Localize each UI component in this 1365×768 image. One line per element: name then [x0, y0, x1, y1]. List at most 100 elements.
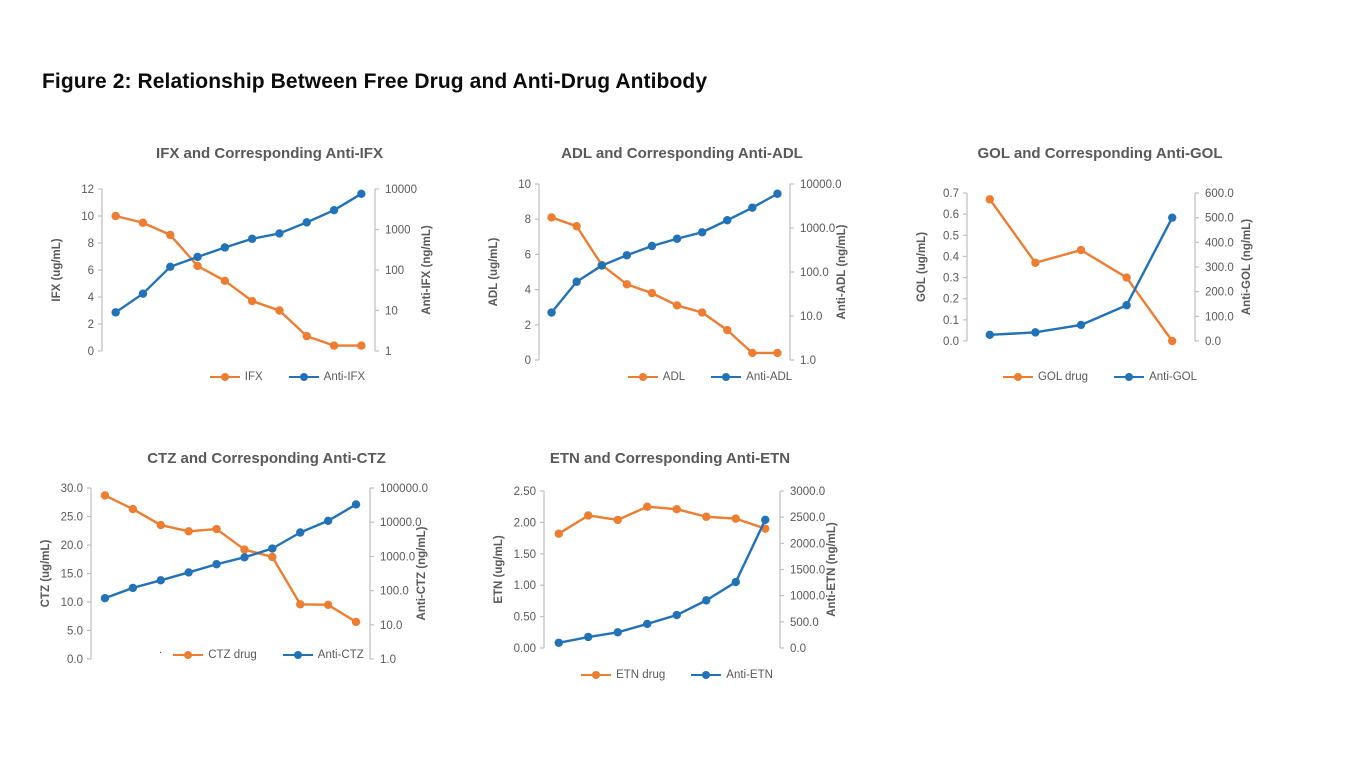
series-line: [551, 216, 778, 355]
series-etn-drug: [554, 502, 770, 538]
tick-label: 1000.0: [380, 551, 415, 563]
tick-label: 0.6: [943, 209, 959, 221]
data-point: [985, 330, 994, 340]
data-point: [985, 195, 994, 204]
adl-legend: ADL Anti-ADL: [510, 371, 910, 383]
data-point: [554, 529, 563, 538]
data-point: [100, 491, 110, 500]
series-ctz-drug: [100, 491, 361, 627]
chart-title-gol: GOL and Corresponding Anti-GOL: [977, 145, 1223, 162]
tick-label: 3000.0: [790, 486, 825, 498]
data-point: [329, 205, 339, 215]
data-point: [1122, 301, 1131, 310]
chart-title-ifx: IFX and Corresponding Anti-IFX: [156, 145, 383, 162]
chart-title-ctz: CTZ and Corresponding Anti-CTZ: [147, 450, 386, 467]
data-point: [613, 628, 622, 637]
antibody-line-marker-icon: [288, 373, 319, 381]
axis-label: Anti-CTZ (ng/mL): [416, 526, 428, 620]
legend-item-antibody: Anti-ADL: [711, 371, 792, 383]
data-point: [1076, 245, 1086, 255]
data-point: [731, 514, 740, 523]
right-axis: 10000.0 1000.0 100.0 10.0 1.0 Anti-ADL (ng/mL…: [789, 179, 848, 367]
series-gol-drug: [985, 195, 1177, 346]
tick-label: 100.0: [1205, 311, 1234, 323]
data-point: [351, 617, 361, 627]
left-axis: 0.7 0.6 0.5 0.4 0.3 0.2 0.1 0.0 GOL (ug/mL): [916, 188, 968, 348]
data-point: [748, 203, 757, 212]
data-point: [773, 348, 782, 358]
etn-legend: ETN drug Anti-ETN: [477, 669, 877, 681]
legend-label: ETN drug: [616, 669, 666, 681]
chart-ifx: IFX and Corresponding Anti-IFX 12 10 8 6 4 2 0…: [45, 143, 450, 398]
ctz-legend: CTZ drug Anti-CTZ: [66, 649, 471, 661]
data-point: [1168, 336, 1177, 346]
data-point: [100, 593, 110, 603]
tick-label: 100: [385, 265, 404, 277]
tick-label: 0.50: [514, 612, 536, 624]
series-anti-gol: [985, 213, 1177, 340]
gol-plot: 0.7 0.6 0.5 0.4 0.3 0.2 0.1 0.0 GOL (ug/mL) 600.0…: [916, 188, 1253, 348]
tick-label: 500.0: [790, 617, 819, 629]
legend-label: Anti-ADL: [746, 371, 793, 383]
tick-label: 0.1: [943, 315, 959, 327]
stray-period-mark: .: [159, 644, 163, 656]
tick-label: 0.0: [790, 643, 806, 655]
series-anti-ctz: [100, 500, 361, 603]
data-point: [622, 280, 632, 289]
ctz-plot: 30.0 25.0 20.0 15.0 10.0 5.0 0.0 CTZ (ug/mL) 100…: [40, 483, 428, 666]
tick-label: 10000.0: [380, 517, 422, 529]
data-point: [761, 515, 770, 524]
data-point: [731, 577, 740, 587]
tick-label: 0: [525, 355, 531, 367]
axis-label: Anti-ADL (ng/mL): [836, 224, 848, 319]
series-line: [114, 192, 362, 314]
series-anti-etn: [554, 515, 770, 647]
data-point: [156, 520, 165, 530]
data-point: [357, 189, 366, 199]
data-point: [723, 325, 732, 335]
data-point: [156, 576, 165, 585]
data-point: [672, 234, 682, 243]
data-point: [275, 306, 284, 315]
data-point: [351, 500, 361, 509]
data-point: [357, 341, 366, 350]
legend-item-antibody: Anti-GOL: [1114, 371, 1197, 383]
data-point: [572, 222, 581, 231]
series-line: [104, 503, 357, 600]
legend-item-drug: GOL drug: [1002, 371, 1088, 383]
chart-etn: ETN and Corresponding Anti-ETN 2.50 2.00 1…: [470, 448, 870, 708]
data-point: [302, 331, 311, 341]
data-point: [193, 261, 202, 271]
data-point: [212, 524, 221, 534]
legend-item-drug: CTZ drug: [173, 649, 257, 661]
tick-label: 8: [525, 214, 531, 226]
data-point: [323, 516, 333, 525]
tick-label: 10: [518, 179, 531, 191]
data-point: [111, 308, 120, 317]
tick-label: 10.0: [380, 620, 402, 632]
tick-label: 1: [385, 346, 391, 358]
data-point: [1168, 213, 1177, 222]
tick-label: 100000.0: [380, 483, 428, 495]
gol-legend: GOL drug Anti-GOL: [900, 371, 1300, 383]
data-point: [723, 216, 732, 225]
legend-label: Anti-ETN: [726, 669, 773, 681]
data-point: [275, 229, 284, 238]
tick-label: 600.0: [1205, 188, 1234, 200]
data-point: [613, 515, 622, 525]
antibody-line-marker-icon: [282, 651, 313, 659]
right-axis: 100000.0 10000.0 1000.0 100.0 10.0 1.0 Anti-CT…: [369, 483, 428, 666]
series-line: [104, 494, 357, 623]
tick-label: 500.0: [1205, 213, 1234, 225]
tick-label: 1500.0: [790, 565, 825, 577]
data-point: [193, 252, 202, 262]
antibody-line-marker-icon: [711, 373, 742, 381]
tick-label: 0.2: [943, 294, 959, 306]
data-point: [622, 251, 632, 260]
left-axis: 2.50 2.00 1.50 1.00 0.50 0.00 ETN (ug/mL): [493, 486, 545, 655]
tick-label: 0.00: [514, 643, 536, 655]
series-adl: [547, 213, 782, 358]
data-point: [647, 288, 657, 298]
data-point: [220, 243, 230, 252]
